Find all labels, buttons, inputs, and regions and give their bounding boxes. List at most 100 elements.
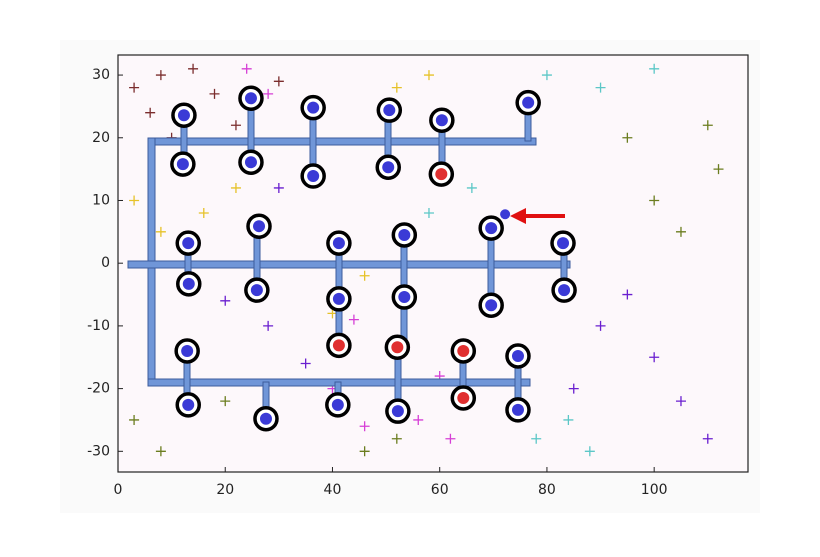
cross-group bbox=[129, 195, 140, 206]
node bbox=[550, 230, 576, 256]
cross-group bbox=[155, 226, 166, 237]
cross-point bbox=[198, 208, 209, 219]
node bbox=[450, 385, 477, 411]
node-point bbox=[398, 228, 411, 241]
y-tick-label: -20 bbox=[87, 381, 110, 397]
cross-group bbox=[584, 446, 595, 457]
cross-point bbox=[423, 208, 434, 219]
node bbox=[238, 85, 264, 112]
cross-point bbox=[391, 433, 402, 444]
cross-group bbox=[273, 182, 284, 193]
cross-point bbox=[391, 82, 402, 93]
node bbox=[326, 332, 352, 359]
cross-point bbox=[359, 421, 370, 432]
node-point bbox=[176, 158, 189, 171]
cross-point bbox=[541, 70, 552, 81]
node bbox=[505, 397, 531, 423]
cross-group bbox=[359, 270, 370, 281]
node bbox=[300, 94, 326, 121]
node-point bbox=[332, 237, 345, 250]
cross-group bbox=[359, 421, 370, 432]
point bbox=[500, 209, 511, 220]
cross-point bbox=[155, 446, 166, 457]
x-tick-label: 100 bbox=[641, 482, 668, 498]
x-tick-label: 60 bbox=[431, 482, 449, 498]
node bbox=[375, 154, 401, 180]
cross-group bbox=[209, 88, 220, 99]
cross-point bbox=[263, 88, 274, 99]
node-point bbox=[485, 222, 498, 235]
node-point bbox=[332, 339, 345, 352]
node-point bbox=[511, 403, 524, 416]
node bbox=[175, 392, 201, 418]
node bbox=[326, 230, 352, 256]
arrow bbox=[510, 208, 565, 224]
y-tick-label: 0 bbox=[101, 255, 110, 271]
node bbox=[300, 163, 326, 189]
cross-point bbox=[155, 70, 166, 81]
node-point bbox=[435, 114, 448, 127]
cross-point bbox=[155, 226, 166, 237]
node-point bbox=[182, 237, 195, 250]
node-point bbox=[177, 109, 190, 122]
pipe bbox=[147, 137, 537, 146]
node-point bbox=[558, 284, 571, 297]
node-point bbox=[250, 284, 263, 297]
node-point bbox=[511, 349, 524, 362]
cross-point bbox=[622, 132, 633, 143]
cross-point bbox=[129, 195, 140, 206]
cross-group bbox=[568, 383, 579, 394]
node bbox=[170, 151, 196, 177]
cross-group bbox=[595, 320, 606, 331]
node bbox=[244, 277, 270, 303]
node-point bbox=[557, 237, 570, 250]
cross-point bbox=[649, 195, 660, 206]
node bbox=[325, 392, 351, 418]
node bbox=[246, 213, 272, 239]
node-point bbox=[307, 170, 320, 183]
cross-group bbox=[359, 446, 370, 457]
cross-point bbox=[209, 88, 220, 99]
node bbox=[385, 398, 411, 424]
cross-group bbox=[155, 446, 166, 457]
cross-point bbox=[595, 320, 606, 331]
cross-point bbox=[348, 314, 359, 325]
node bbox=[391, 222, 418, 248]
cross-point bbox=[649, 352, 660, 363]
node-point bbox=[435, 168, 448, 181]
node-point bbox=[259, 412, 272, 425]
node-point bbox=[244, 92, 257, 105]
node bbox=[174, 338, 200, 364]
cross-group bbox=[220, 295, 231, 306]
cross-group bbox=[541, 70, 552, 81]
cross-point bbox=[220, 295, 231, 306]
node bbox=[253, 405, 279, 432]
cross-group bbox=[391, 82, 402, 93]
cross-group bbox=[155, 70, 166, 81]
node-point bbox=[383, 104, 396, 117]
cross-group bbox=[230, 120, 241, 131]
cross-point bbox=[230, 120, 241, 131]
node-point bbox=[182, 398, 195, 411]
cross-group bbox=[622, 132, 633, 143]
node-point bbox=[253, 220, 266, 233]
cross-group bbox=[391, 433, 402, 444]
node-point bbox=[181, 344, 194, 357]
y-tick-label: 10 bbox=[92, 192, 110, 208]
cross-point bbox=[466, 182, 477, 193]
node-point bbox=[522, 96, 535, 109]
cross-group bbox=[595, 82, 606, 93]
cross-point bbox=[568, 383, 579, 394]
cross-group bbox=[188, 63, 199, 74]
cross-point bbox=[445, 433, 456, 444]
node-point bbox=[391, 405, 404, 418]
cross-group bbox=[649, 352, 660, 363]
x-tick-label: 0 bbox=[114, 482, 123, 498]
cross-point bbox=[713, 164, 724, 175]
cross-group bbox=[702, 120, 713, 131]
cross-group bbox=[413, 414, 424, 425]
cross-group bbox=[230, 182, 241, 193]
cross-group bbox=[198, 208, 209, 219]
arrow-head bbox=[510, 208, 526, 224]
